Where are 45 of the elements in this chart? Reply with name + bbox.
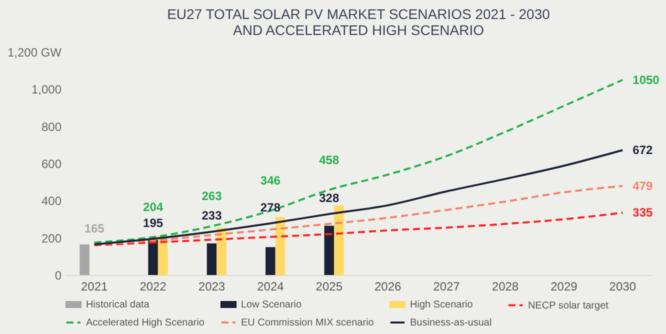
bar (206, 243, 217, 275)
y-tick-label: 600 (41, 157, 62, 171)
y-tick-label: 800 (41, 120, 62, 134)
x-tick-label: 2030 (609, 280, 636, 294)
x-tick-label: 2029 (550, 280, 578, 294)
y-tick-label: 0 (54, 268, 62, 282)
data-label: 165 (84, 221, 105, 236)
x-tick-label: 2027 (433, 280, 460, 294)
data-label: 195 (143, 216, 164, 230)
bar (266, 247, 276, 275)
legend-label: Accelerated High Scenario (86, 318, 205, 328)
y-tick-label: 1,000 (31, 82, 62, 97)
legend-label: EU Commission MIX scenario (241, 318, 374, 328)
legend-label: NECP solar target (528, 300, 609, 312)
y-tick-label: 400 (41, 194, 62, 208)
data-label: 204 (143, 200, 164, 214)
data-label: 458 (319, 152, 340, 167)
data-label: 479 (632, 178, 653, 193)
x-tick-label: 2024 (257, 280, 284, 294)
x-tick-label: 2021 (81, 280, 108, 294)
data-label: 233 (202, 208, 222, 223)
data-label: 335 (632, 206, 653, 220)
bar (275, 217, 286, 275)
bar (80, 244, 90, 275)
bar (334, 205, 344, 275)
x-tick-label: 2022 (140, 280, 167, 294)
data-label: 672 (632, 143, 653, 158)
y-tick-label: 1,200 GW (7, 46, 62, 60)
bar (216, 228, 226, 275)
legend-label: Low Scenario (241, 300, 302, 311)
data-label: 1050 (632, 72, 660, 87)
chart-title: EU27 TOTAL SOLAR PV MARKET SCENARIOS 2021 - 2030 AND ACCELERATED HIGH SCENARIO (167, 6, 550, 38)
bar (324, 226, 334, 275)
x-tick-label: 2025 (316, 280, 343, 294)
x-tick-label: 2026 (374, 280, 402, 294)
x-tick-label: 2028 (492, 280, 519, 294)
data-label: 346 (260, 174, 281, 188)
data-label: 328 (319, 191, 340, 206)
legend-label: Business-as-usual (410, 318, 492, 328)
data-label: 263 (202, 189, 222, 204)
y-tick-label: 200 (41, 231, 62, 246)
data-label: 278 (260, 200, 281, 214)
legend-label: Historical data (86, 300, 150, 311)
x-tick-label: 2023 (198, 280, 226, 294)
legend-label: High Scenario (410, 300, 474, 311)
